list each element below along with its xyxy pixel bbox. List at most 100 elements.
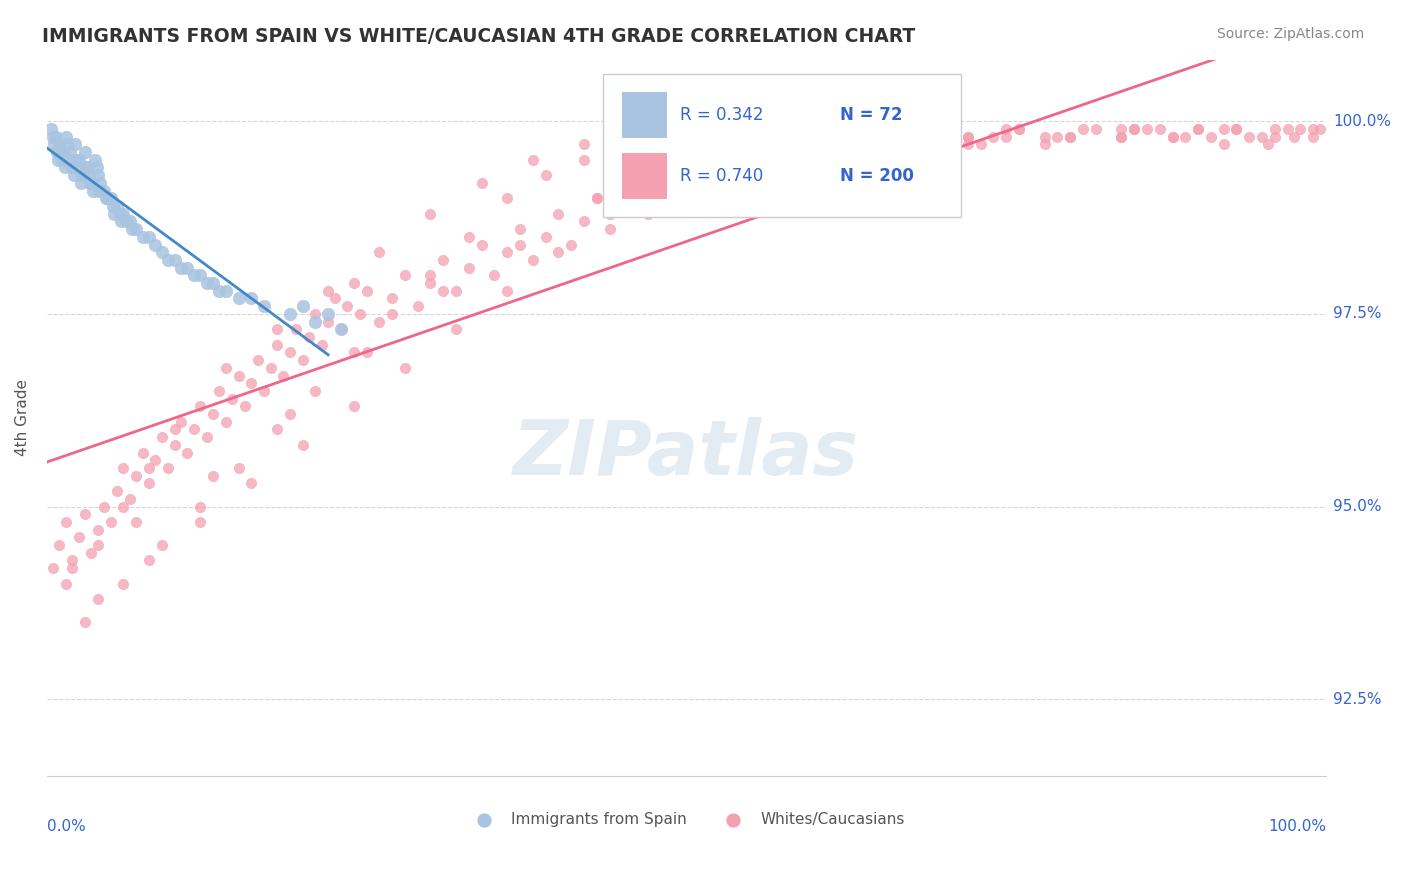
Point	[509, 222, 531, 236]
Point	[599, 222, 621, 236]
Point	[624, 176, 647, 190]
Point	[278, 407, 301, 421]
Point	[46, 153, 69, 167]
Point	[157, 252, 180, 267]
Point	[662, 161, 685, 175]
Point	[39, 122, 62, 136]
Point	[62, 168, 84, 182]
Point	[87, 168, 110, 182]
Point	[89, 176, 111, 190]
Point	[394, 268, 416, 283]
Point	[73, 168, 96, 182]
Point	[368, 315, 391, 329]
Point	[163, 422, 186, 436]
Point	[983, 129, 1005, 144]
Point	[87, 184, 110, 198]
Point	[1008, 122, 1031, 136]
Point	[868, 129, 890, 144]
Point	[740, 145, 762, 159]
Point	[841, 137, 863, 152]
Point	[828, 153, 851, 167]
Point	[77, 168, 100, 182]
Point	[1123, 122, 1146, 136]
Point	[73, 615, 96, 629]
Point	[105, 199, 128, 213]
Point	[815, 153, 838, 167]
Point	[188, 515, 211, 529]
Point	[208, 284, 231, 298]
Point	[918, 137, 941, 152]
Point	[273, 368, 295, 383]
Point	[432, 284, 454, 298]
Point	[278, 345, 301, 359]
Point	[112, 207, 135, 221]
Point	[444, 284, 467, 298]
Point	[394, 360, 416, 375]
Point	[343, 345, 366, 359]
Point	[311, 337, 333, 351]
Point	[105, 484, 128, 499]
Point	[534, 229, 557, 244]
Point	[572, 214, 595, 228]
Point	[1225, 122, 1247, 136]
Point	[51, 153, 73, 167]
Text: N = 72: N = 72	[839, 106, 903, 124]
Point	[969, 137, 991, 152]
Point	[419, 207, 441, 221]
Point	[650, 184, 672, 198]
Point	[1225, 122, 1247, 136]
Point	[96, 191, 118, 205]
Point	[1046, 129, 1069, 144]
Text: 100.0%: 100.0%	[1268, 819, 1326, 834]
Point	[1187, 122, 1209, 136]
Point	[103, 207, 125, 221]
Point	[67, 153, 90, 167]
Point	[73, 145, 96, 159]
Point	[304, 307, 326, 321]
Point	[70, 176, 93, 190]
Point	[356, 345, 378, 359]
Point	[624, 129, 647, 144]
Point	[343, 400, 366, 414]
Point	[138, 461, 160, 475]
Point	[1199, 129, 1222, 144]
Point	[931, 137, 953, 152]
Point	[905, 137, 928, 152]
Point	[285, 322, 308, 336]
Point	[60, 561, 83, 575]
Point	[1149, 122, 1171, 136]
Point	[995, 129, 1018, 144]
Point	[188, 500, 211, 514]
Point	[86, 161, 108, 175]
Point	[266, 322, 288, 336]
Point	[534, 168, 557, 182]
Point	[208, 384, 231, 398]
Text: 100.0%: 100.0%	[1333, 114, 1391, 128]
Point	[100, 515, 122, 529]
Point	[599, 207, 621, 221]
Point	[585, 191, 607, 205]
Point	[956, 129, 979, 144]
Point	[52, 145, 75, 159]
Point	[94, 191, 117, 205]
Point	[108, 207, 131, 221]
Point	[471, 176, 494, 190]
Point	[956, 129, 979, 144]
Point	[183, 268, 205, 283]
Point	[266, 337, 288, 351]
Point	[110, 214, 132, 228]
Point	[700, 153, 723, 167]
Point	[291, 438, 314, 452]
Point	[80, 546, 103, 560]
Point	[496, 245, 519, 260]
Point	[457, 260, 479, 275]
Point	[298, 330, 321, 344]
Point	[138, 553, 160, 567]
Point	[56, 137, 79, 152]
Point	[118, 491, 141, 506]
Bar	[623, 92, 668, 138]
Point	[803, 145, 825, 159]
Point	[195, 276, 218, 290]
Point	[675, 191, 697, 205]
Point	[45, 145, 67, 159]
